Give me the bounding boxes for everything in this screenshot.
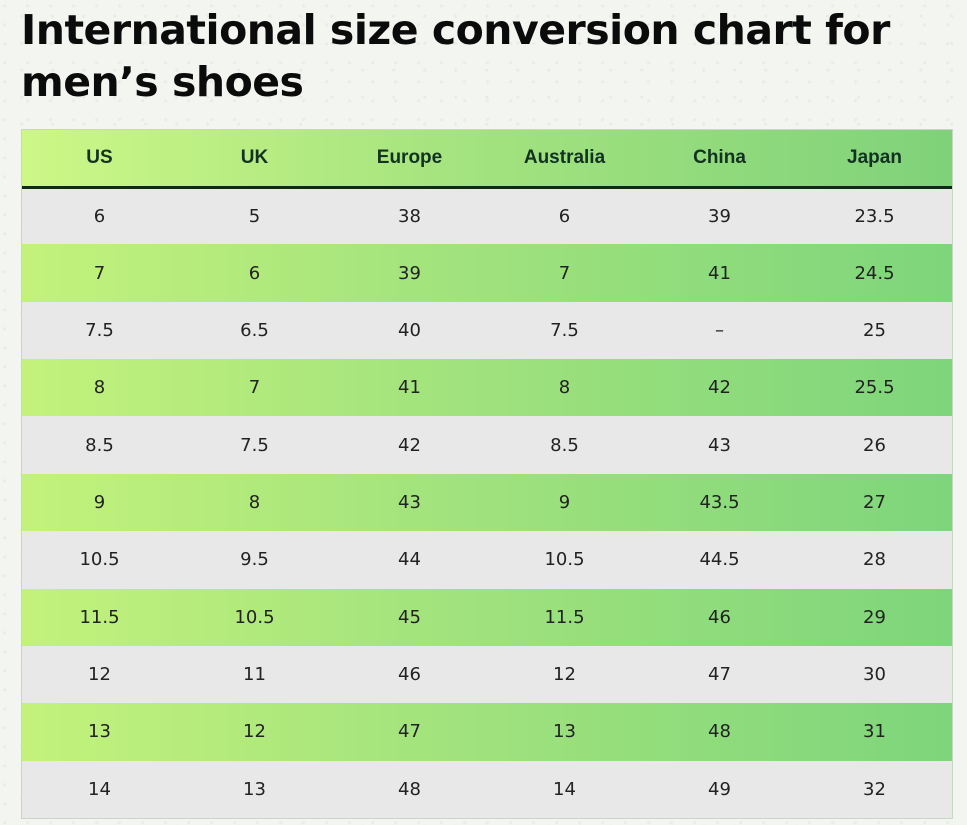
cell-australia: 8.5 — [550, 434, 579, 456]
cell-china: 41 — [708, 262, 731, 284]
column-header-europe: Europe — [332, 130, 487, 189]
cell-china: 46 — [708, 606, 731, 628]
cell-us: 7 — [93, 262, 106, 284]
column-header-china: China — [642, 130, 797, 189]
cell-us: 6 — [93, 205, 106, 227]
table-row: 8 7 41 8 42 25.5 — [22, 359, 952, 417]
page-title: International size conversion chart for … — [21, 6, 890, 106]
cell-china: 47 — [708, 664, 731, 686]
cell-uk: 9.5 — [240, 549, 269, 571]
cell-china: 43.5 — [699, 491, 740, 513]
cell-europe: 40 — [398, 319, 421, 341]
cell-uk: 10.5 — [234, 606, 275, 628]
cell-europe: 43 — [398, 491, 421, 513]
cell-japan: 27 — [863, 491, 886, 513]
cell-japan: 31 — [863, 721, 886, 743]
cell-us: 8 — [93, 377, 106, 399]
cell-europe: 48 — [398, 778, 421, 800]
cell-china: 44.5 — [699, 549, 740, 571]
cell-australia: 12 — [553, 664, 576, 686]
cell-china: 49 — [708, 778, 731, 800]
cell-australia: 9 — [558, 491, 571, 513]
cell-china: 42 — [708, 377, 731, 399]
cell-us: 10.5 — [79, 549, 120, 571]
cell-uk: 7 — [248, 377, 261, 399]
column-header-japan: Japan — [797, 130, 952, 189]
table-header-row: US UK Europe Australia China Japan — [22, 130, 952, 189]
cell-china: – — [715, 319, 724, 341]
cell-us: 14 — [88, 778, 111, 800]
cell-japan: 32 — [863, 778, 886, 800]
column-header-us: US — [22, 130, 177, 189]
table-row: 9 8 43 9 43.5 27 — [22, 473, 952, 532]
conversion-table-grid: US UK Europe Australia China Japan 6 5 38 6… — [22, 130, 952, 818]
cell-us: 13 — [88, 721, 111, 743]
cell-china: 43 — [708, 434, 731, 456]
cell-australia: 14 — [553, 778, 576, 800]
table-row: 14 13 48 14 49 32 — [22, 760, 952, 818]
table-row: 6 5 38 6 39 23.5 — [22, 187, 952, 245]
size-conversion-table: US UK Europe Australia China Japan 6 5 38 6… — [21, 129, 953, 819]
cell-europe: 38 — [398, 205, 421, 227]
table-header: US UK Europe Australia China Japan — [22, 130, 952, 189]
cell-uk: 5 — [248, 205, 261, 227]
cell-japan: 24.5 — [854, 262, 895, 284]
cell-australia: 11.5 — [544, 606, 585, 628]
cell-japan: 25 — [863, 319, 886, 341]
cell-japan: 29 — [863, 606, 886, 628]
cell-europe: 41 — [398, 377, 421, 399]
cell-australia: 6 — [558, 205, 571, 227]
cell-uk: 12 — [243, 721, 266, 743]
cell-uk: 6.5 — [240, 319, 269, 341]
table-row: 11.5 10.5 45 11.5 46 29 — [22, 588, 952, 646]
cell-europe: 47 — [398, 721, 421, 743]
cell-japan: 23.5 — [854, 205, 895, 227]
column-header-uk: UK — [177, 130, 332, 189]
table-row: 10.5 9.5 44 10.5 44.5 28 — [22, 531, 952, 589]
cell-china: 48 — [708, 721, 731, 743]
cell-australia: 7 — [558, 262, 571, 284]
column-header-australia: Australia — [487, 130, 642, 189]
cell-japan: 26 — [863, 434, 886, 456]
cell-australia: 10.5 — [544, 549, 585, 571]
table-row: 7 6 39 7 41 24.5 — [22, 244, 952, 302]
cell-us: 9 — [93, 491, 106, 513]
cell-europe: 45 — [398, 606, 421, 628]
cell-us: 11.5 — [79, 606, 120, 628]
cell-us: 7.5 — [85, 319, 114, 341]
cell-uk: 7.5 — [240, 434, 269, 456]
table-row: 8.5 7.5 42 8.5 43 26 — [22, 416, 952, 474]
cell-australia: 7.5 — [550, 319, 579, 341]
table-body: 6 5 38 6 39 23.5 7 6 39 7 41 24.5 7.5 6.5 40 7.5 – 25 8 7 41… — [22, 187, 952, 818]
cell-uk: 11 — [243, 664, 266, 686]
cell-australia: 13 — [553, 721, 576, 743]
cell-china: 39 — [708, 205, 731, 227]
cell-us: 12 — [88, 664, 111, 686]
cell-europe: 46 — [398, 664, 421, 686]
cell-uk: 8 — [248, 491, 261, 513]
cell-japan: 30 — [863, 664, 886, 686]
cell-europe: 39 — [398, 262, 421, 284]
table-row: 7.5 6.5 40 7.5 – 25 — [22, 301, 952, 360]
cell-japan: 28 — [863, 549, 886, 571]
table-row: 12 11 46 12 47 30 — [22, 645, 952, 704]
cell-europe: 44 — [398, 549, 421, 571]
cell-europe: 42 — [398, 434, 421, 456]
cell-uk: 13 — [243, 778, 266, 800]
cell-uk: 6 — [248, 262, 261, 284]
cell-us: 8.5 — [85, 434, 114, 456]
cell-japan: 25.5 — [854, 377, 895, 399]
cell-australia: 8 — [558, 377, 571, 399]
table-row: 13 12 47 13 48 31 — [22, 703, 952, 761]
